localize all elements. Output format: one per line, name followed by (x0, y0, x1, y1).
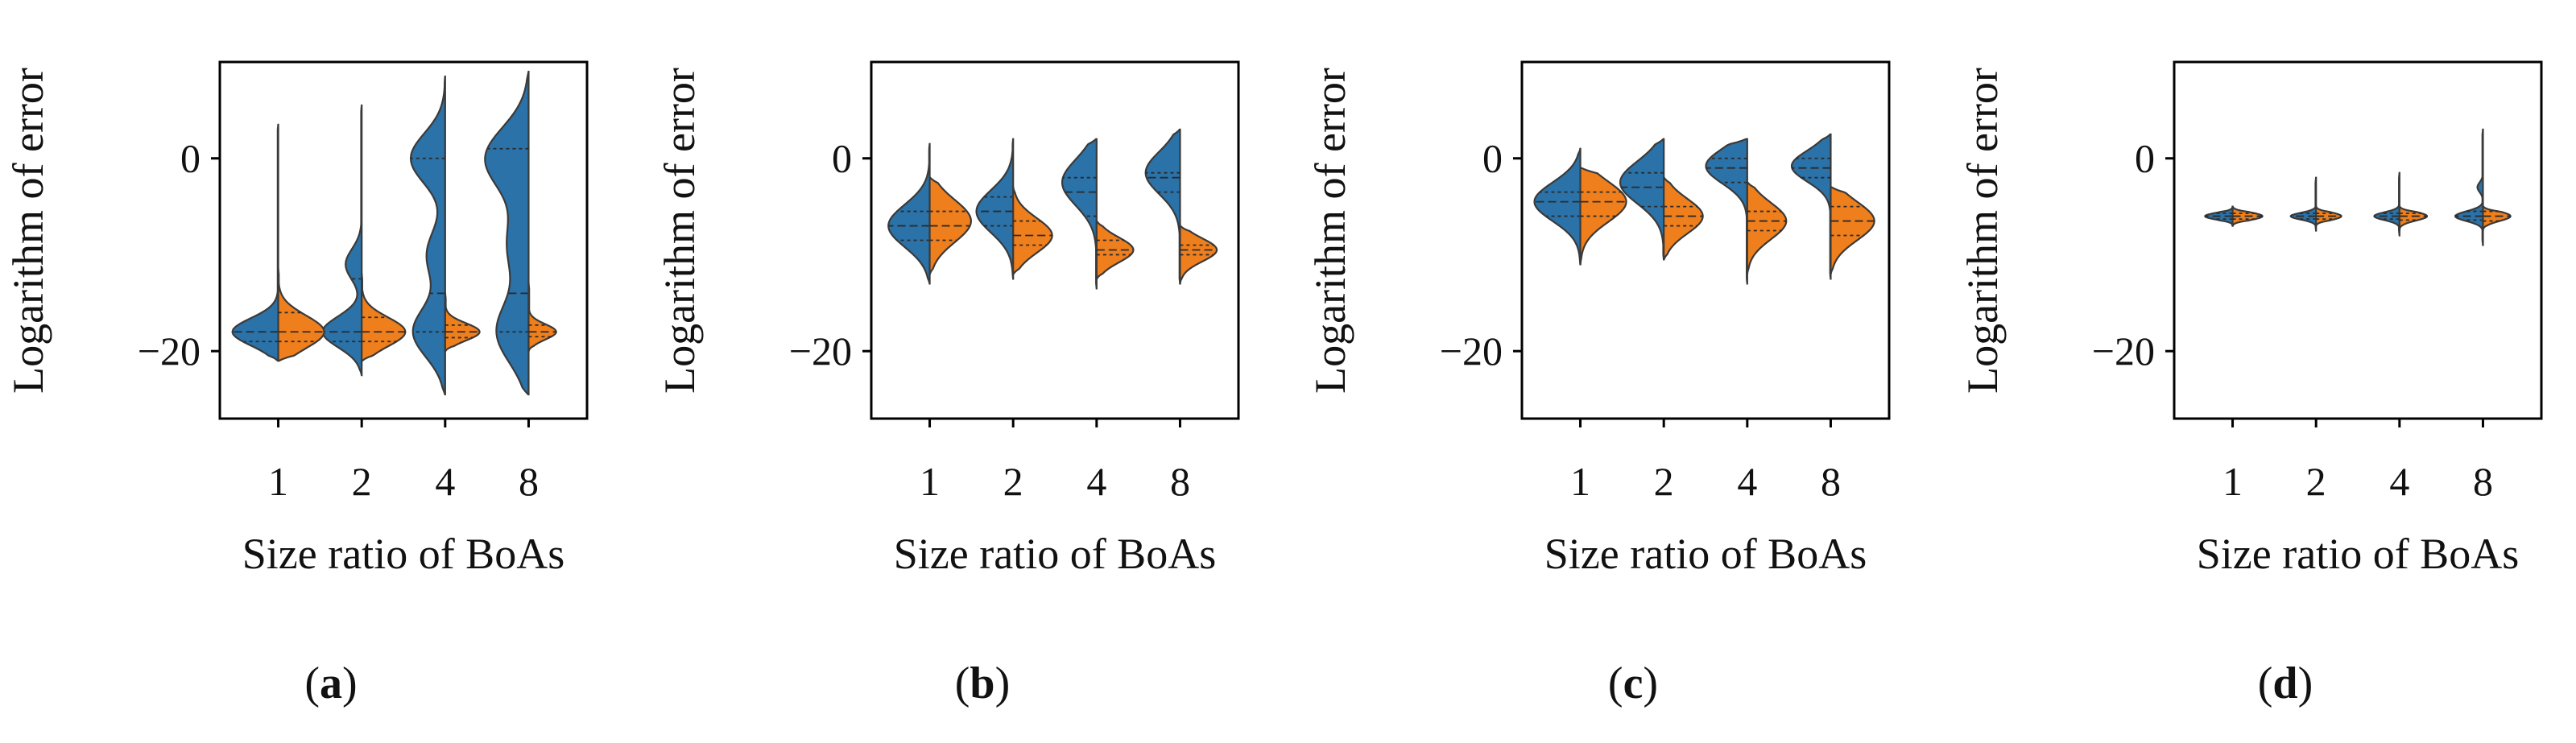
x-tick-label: 2 (1654, 459, 1674, 504)
violin-blue-cat-4 (2373, 171, 2400, 237)
panels-group: 0 −20 1 2 4 8 Size ratio of BoAs Logarithm of e… (4, 60, 2543, 708)
violin-orange-cat-1 (277, 268, 325, 362)
violin-orange-cat-4 (1746, 181, 1788, 275)
violin-blue-cat-1 (887, 142, 931, 285)
x-tick-label: 8 (2473, 459, 2493, 504)
x-tick-label: 8 (1170, 459, 1190, 504)
violin-blue-cat-8 (2454, 128, 2484, 246)
x-tick-label: 4 (2389, 459, 2409, 504)
x-tick-label: 4 (1737, 459, 1757, 504)
y-tick-label: 0 (180, 136, 201, 181)
x-tick-label: 8 (1821, 459, 1841, 504)
violin-orange-cat-4 (444, 292, 481, 353)
violin-blue-cat-2 (321, 104, 363, 377)
x-tick-label: 4 (435, 459, 455, 504)
x-tick-label: 1 (1570, 459, 1590, 504)
x-axis-label: Size ratio of BoAs (242, 530, 564, 578)
violin-orange-cat-1 (928, 176, 972, 275)
violin-blue-cat-8 (1144, 128, 1181, 285)
axes-frame (2173, 60, 2543, 420)
violin-orange-cat-8 (2482, 205, 2512, 232)
axes-frame (870, 60, 1240, 420)
x-tick-label: 8 (519, 459, 539, 504)
x-tick-label: 1 (2222, 459, 2243, 504)
y-axis-label: Logarithm of error (1958, 68, 2007, 394)
violin-blue-cat-8 (484, 70, 530, 396)
y-tick-label: −20 (138, 328, 201, 374)
violin-orange-cat-2 (1012, 186, 1053, 275)
y-tick-label: 0 (1482, 136, 1503, 181)
violin-blue-cat-4 (1061, 138, 1098, 290)
x-tick-label: 1 (920, 459, 940, 504)
x-tick-label: 2 (1003, 459, 1023, 504)
violin-orange-cat-8 (527, 283, 557, 353)
y-axis-label: Logarithm of error (4, 68, 52, 394)
y-tick-label: −20 (1440, 328, 1503, 374)
x-tick-label: 4 (1086, 459, 1106, 504)
violin-orange-cat-8 (1179, 225, 1218, 285)
x-axis-label: Size ratio of BoAs (1544, 530, 1867, 578)
panel-d: 0 −20 1 2 4 8 Size ratio of BoAs Logarithm of e… (1958, 60, 2543, 708)
violin-blue-cat-4 (1705, 138, 1748, 285)
violin-orange-cat-2 (1663, 176, 1704, 261)
violin-blue-cat-2 (1619, 138, 1665, 261)
x-axis-label: Size ratio of BoAs (894, 530, 1216, 578)
violin-blue-cat-2 (2289, 176, 2318, 232)
x-tick-label: 1 (268, 459, 288, 504)
violin-blue-cat-2 (975, 138, 1015, 280)
violin-orange-cat-4 (2398, 205, 2429, 232)
panel-caption: (c) (1608, 658, 1658, 708)
panel-b: 0 −20 1 2 4 8 Size ratio of BoAs Logarithm of e… (655, 60, 1240, 708)
panel-caption: (b) (955, 658, 1010, 708)
violin-orange-cat-8 (1830, 186, 1875, 275)
panel-a: 0 −20 1 2 4 8 Size ratio of BoAs Logarithm of e… (4, 60, 589, 708)
axes-frame (218, 60, 589, 420)
panel-caption: (d) (2258, 658, 2313, 708)
y-tick-label: 0 (832, 136, 852, 181)
y-axis-label: Logarithm of error (655, 68, 704, 394)
violin-blue-cat-8 (1790, 133, 1832, 280)
x-axis-label: Size ratio of BoAs (2197, 530, 2519, 578)
x-tick-label: 2 (352, 459, 372, 504)
violin-blue-cat-4 (409, 75, 446, 396)
violin-blue-cat-1 (1533, 147, 1582, 266)
panel-caption: (a) (304, 658, 357, 708)
y-axis-label: Logarithm of error (1306, 68, 1354, 394)
panel-c: 0 −20 1 2 4 8 Size ratio of BoAs Logarithm of e… (1306, 60, 1891, 708)
violin-blue-cat-1 (231, 123, 279, 362)
x-tick-label: 2 (2306, 459, 2326, 504)
y-tick-label: −20 (2092, 328, 2155, 374)
y-tick-label: 0 (2135, 136, 2155, 181)
y-tick-label: −20 (789, 328, 852, 374)
axes-frame (1520, 60, 1891, 420)
